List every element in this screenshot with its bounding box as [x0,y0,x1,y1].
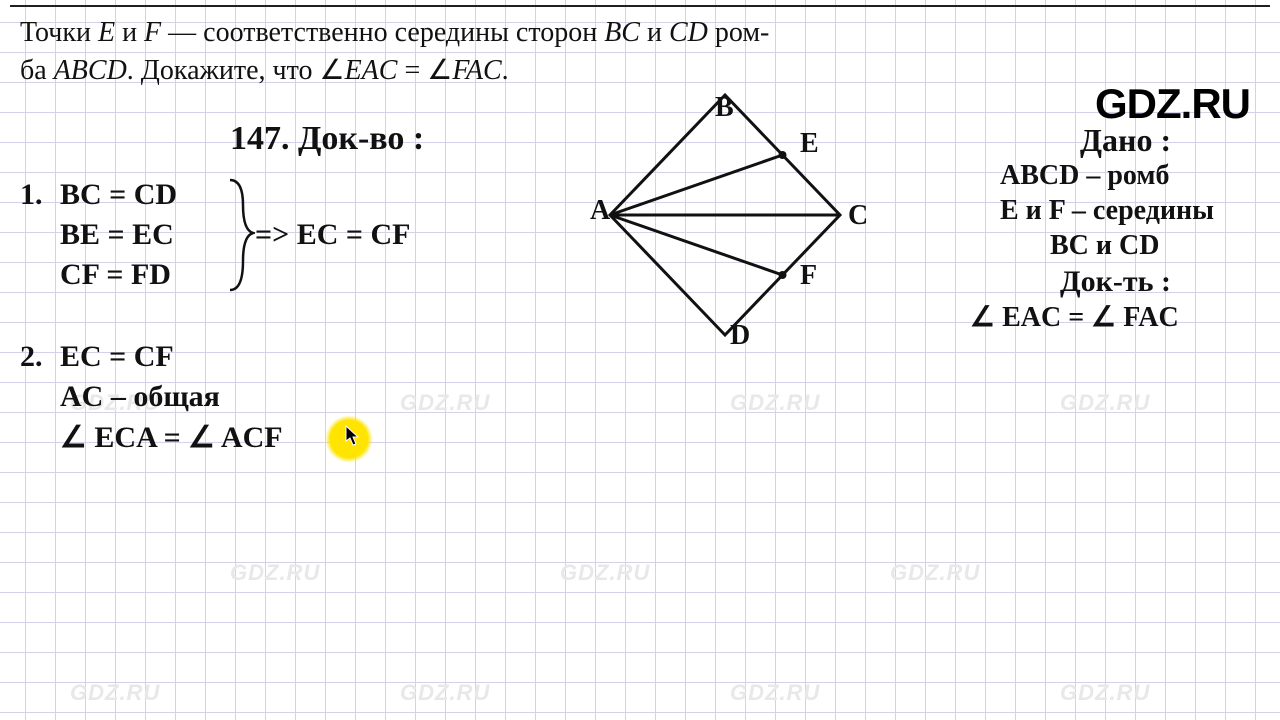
step1-line-b: BE = EC [60,218,174,252]
step1-number: 1. [20,178,43,212]
cursor-icon [345,425,361,447]
problem-var: F [144,17,161,48]
problem-text: = ∠ [397,55,452,86]
diagram-label-D: D [730,320,750,352]
step2-line-a: EC = CF [60,340,174,374]
step2-line-b: AC – общая [60,380,220,414]
given-line-3: BC и CD [1050,230,1159,262]
problem-text: . [502,55,509,86]
problem-text: ром- [708,17,770,48]
watermark: GDZ.RU [70,680,160,706]
watermark: GDZ.RU [560,560,650,586]
prove-line-1: ∠ EAC = ∠ FAC [970,300,1179,334]
watermark: GDZ.RU [890,560,980,586]
diagram-label-B: B [715,92,734,124]
problem-var: FAC [452,55,501,86]
problem-text: и [115,17,144,48]
watermark: GDZ.RU [400,390,490,416]
step1-line-c: CF = FD [60,258,171,292]
problem-var: EAC [345,55,398,86]
problem-text: Точки [20,17,98,48]
diagram-label-A: A [590,195,610,227]
watermark: GDZ.RU [730,390,820,416]
prove-title: Док-ть : [1060,265,1171,299]
proof-title: 147. Док-во : [230,120,424,158]
site-logo: GDZ.RU [1095,80,1250,128]
given-line-2: E и F – середины [1000,195,1214,227]
problem-var: CD [669,17,708,48]
watermark: GDZ.RU [400,680,490,706]
diagram-label-C: C [848,200,868,232]
problem-var: ABCD [54,55,127,86]
watermark: GDZ.RU [1060,390,1150,416]
step2-line-c: ∠ ECA = ∠ ACF [60,420,283,455]
given-title: Дано : [1080,122,1171,159]
problem-text: и [640,17,669,48]
problem-var: BC [604,17,640,48]
top-border [10,5,1270,7]
step1-line-a: BC = CD [60,178,177,212]
watermark: GDZ.RU [730,680,820,706]
problem-text: . Докажите, что ∠ [127,55,345,86]
watermark: GDZ.RU [1060,680,1150,706]
brace-icon [225,175,255,295]
diagram-label-F: F [800,260,817,292]
problem-text: — соответственно середины сторон [161,17,604,48]
rhombus-diagram [590,85,860,345]
problem-statement: Точки E и F — соответственно середины ст… [20,14,1260,90]
diagram-label-E: E [800,128,819,160]
watermark: GDZ.RU [230,560,320,586]
step1-conclusion: => EC = CF [255,218,410,252]
problem-var: E [98,17,115,48]
step2-number: 2. [20,340,43,374]
problem-text: ба [20,55,54,86]
given-line-1: ABCD – ромб [1000,160,1169,192]
